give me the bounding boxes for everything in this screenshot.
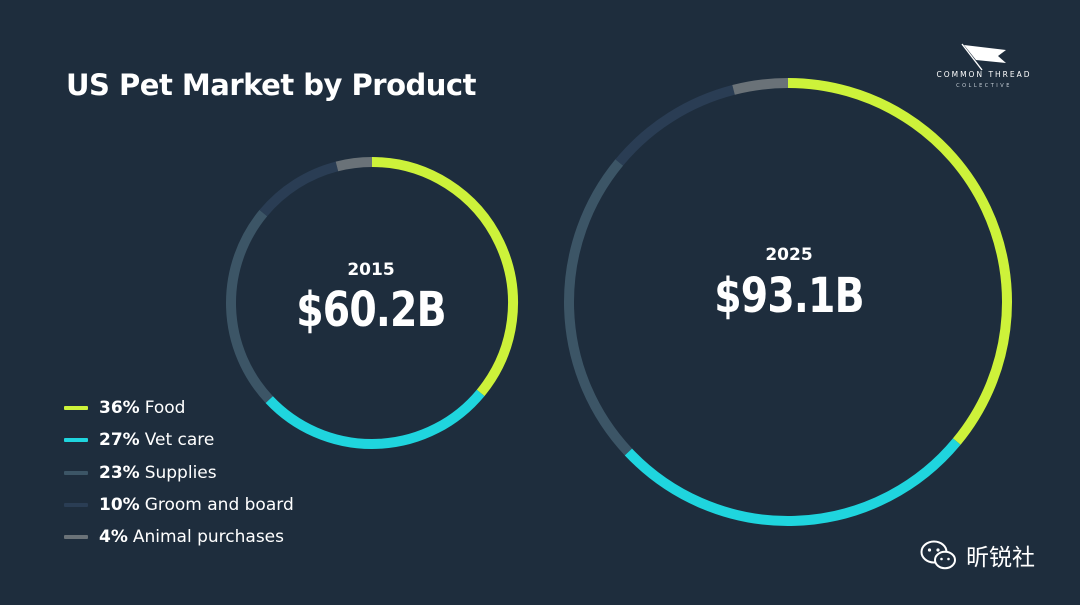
legend-label: Supplies [144,462,217,483]
flag-icon [961,43,1006,71]
legend-percent: 4% [99,527,128,548]
legend-item-vet-care: 27% Vet care [64,424,294,456]
legend-item-food: 36% Food [64,392,294,424]
legend-swatch [64,535,88,540]
logo-text-primary: COMMON THREAD [936,70,1032,79]
segment-groom-and-board [259,161,339,217]
legend-label: Groom and board [144,495,294,516]
segment-animal-purchases [732,78,789,95]
segment-vet-care [624,438,961,526]
total-2025: $93.1B [714,268,864,324]
legend-percent: 23% [99,462,140,483]
year-label-2015: 2015 [347,260,395,280]
legend-swatch [64,406,88,411]
legend-label: Animal purchases [132,527,284,548]
legend-percent: 36% [99,398,140,419]
legend-swatch [64,470,88,475]
legend-item-supplies: 23% Supplies [64,457,294,489]
segment-food [371,157,518,397]
watermark: 昕锐社 [920,538,1035,572]
total-2015: $60.2B [296,282,446,338]
segment-vet-care [265,389,485,449]
legend-item-groom-and-board: 10% Groom and board [64,489,294,521]
legend-item-animal-purchases: 4% Animal purchases [64,521,294,553]
legend-swatch [64,438,88,443]
legend: 36% Food 27% Vet care 23% Supplies 10% G… [64,392,294,553]
legend-percent: 27% [99,430,140,451]
segment-food [787,78,1012,445]
ring-2025 [564,78,1012,526]
common-thread-logo: COMMON THREAD COLLECTIVE [924,42,1044,94]
segment-animal-purchases [335,157,373,172]
wechat-icon [920,540,956,570]
legend-label: Vet care [144,430,215,451]
segment-supplies [226,209,273,403]
watermark-text: 昕锐社 [966,545,1035,571]
legend-swatch [64,503,88,508]
logo-text-secondary: COLLECTIVE [956,83,1012,89]
year-label-2025: 2025 [765,245,813,265]
segment-supplies [564,159,633,456]
legend-percent: 10% [99,495,140,516]
legend-label: Food [144,398,186,419]
ring-2015 [226,157,518,449]
segment-groom-and-board [615,85,735,166]
chart-title: US Pet Market by Product [66,68,476,102]
